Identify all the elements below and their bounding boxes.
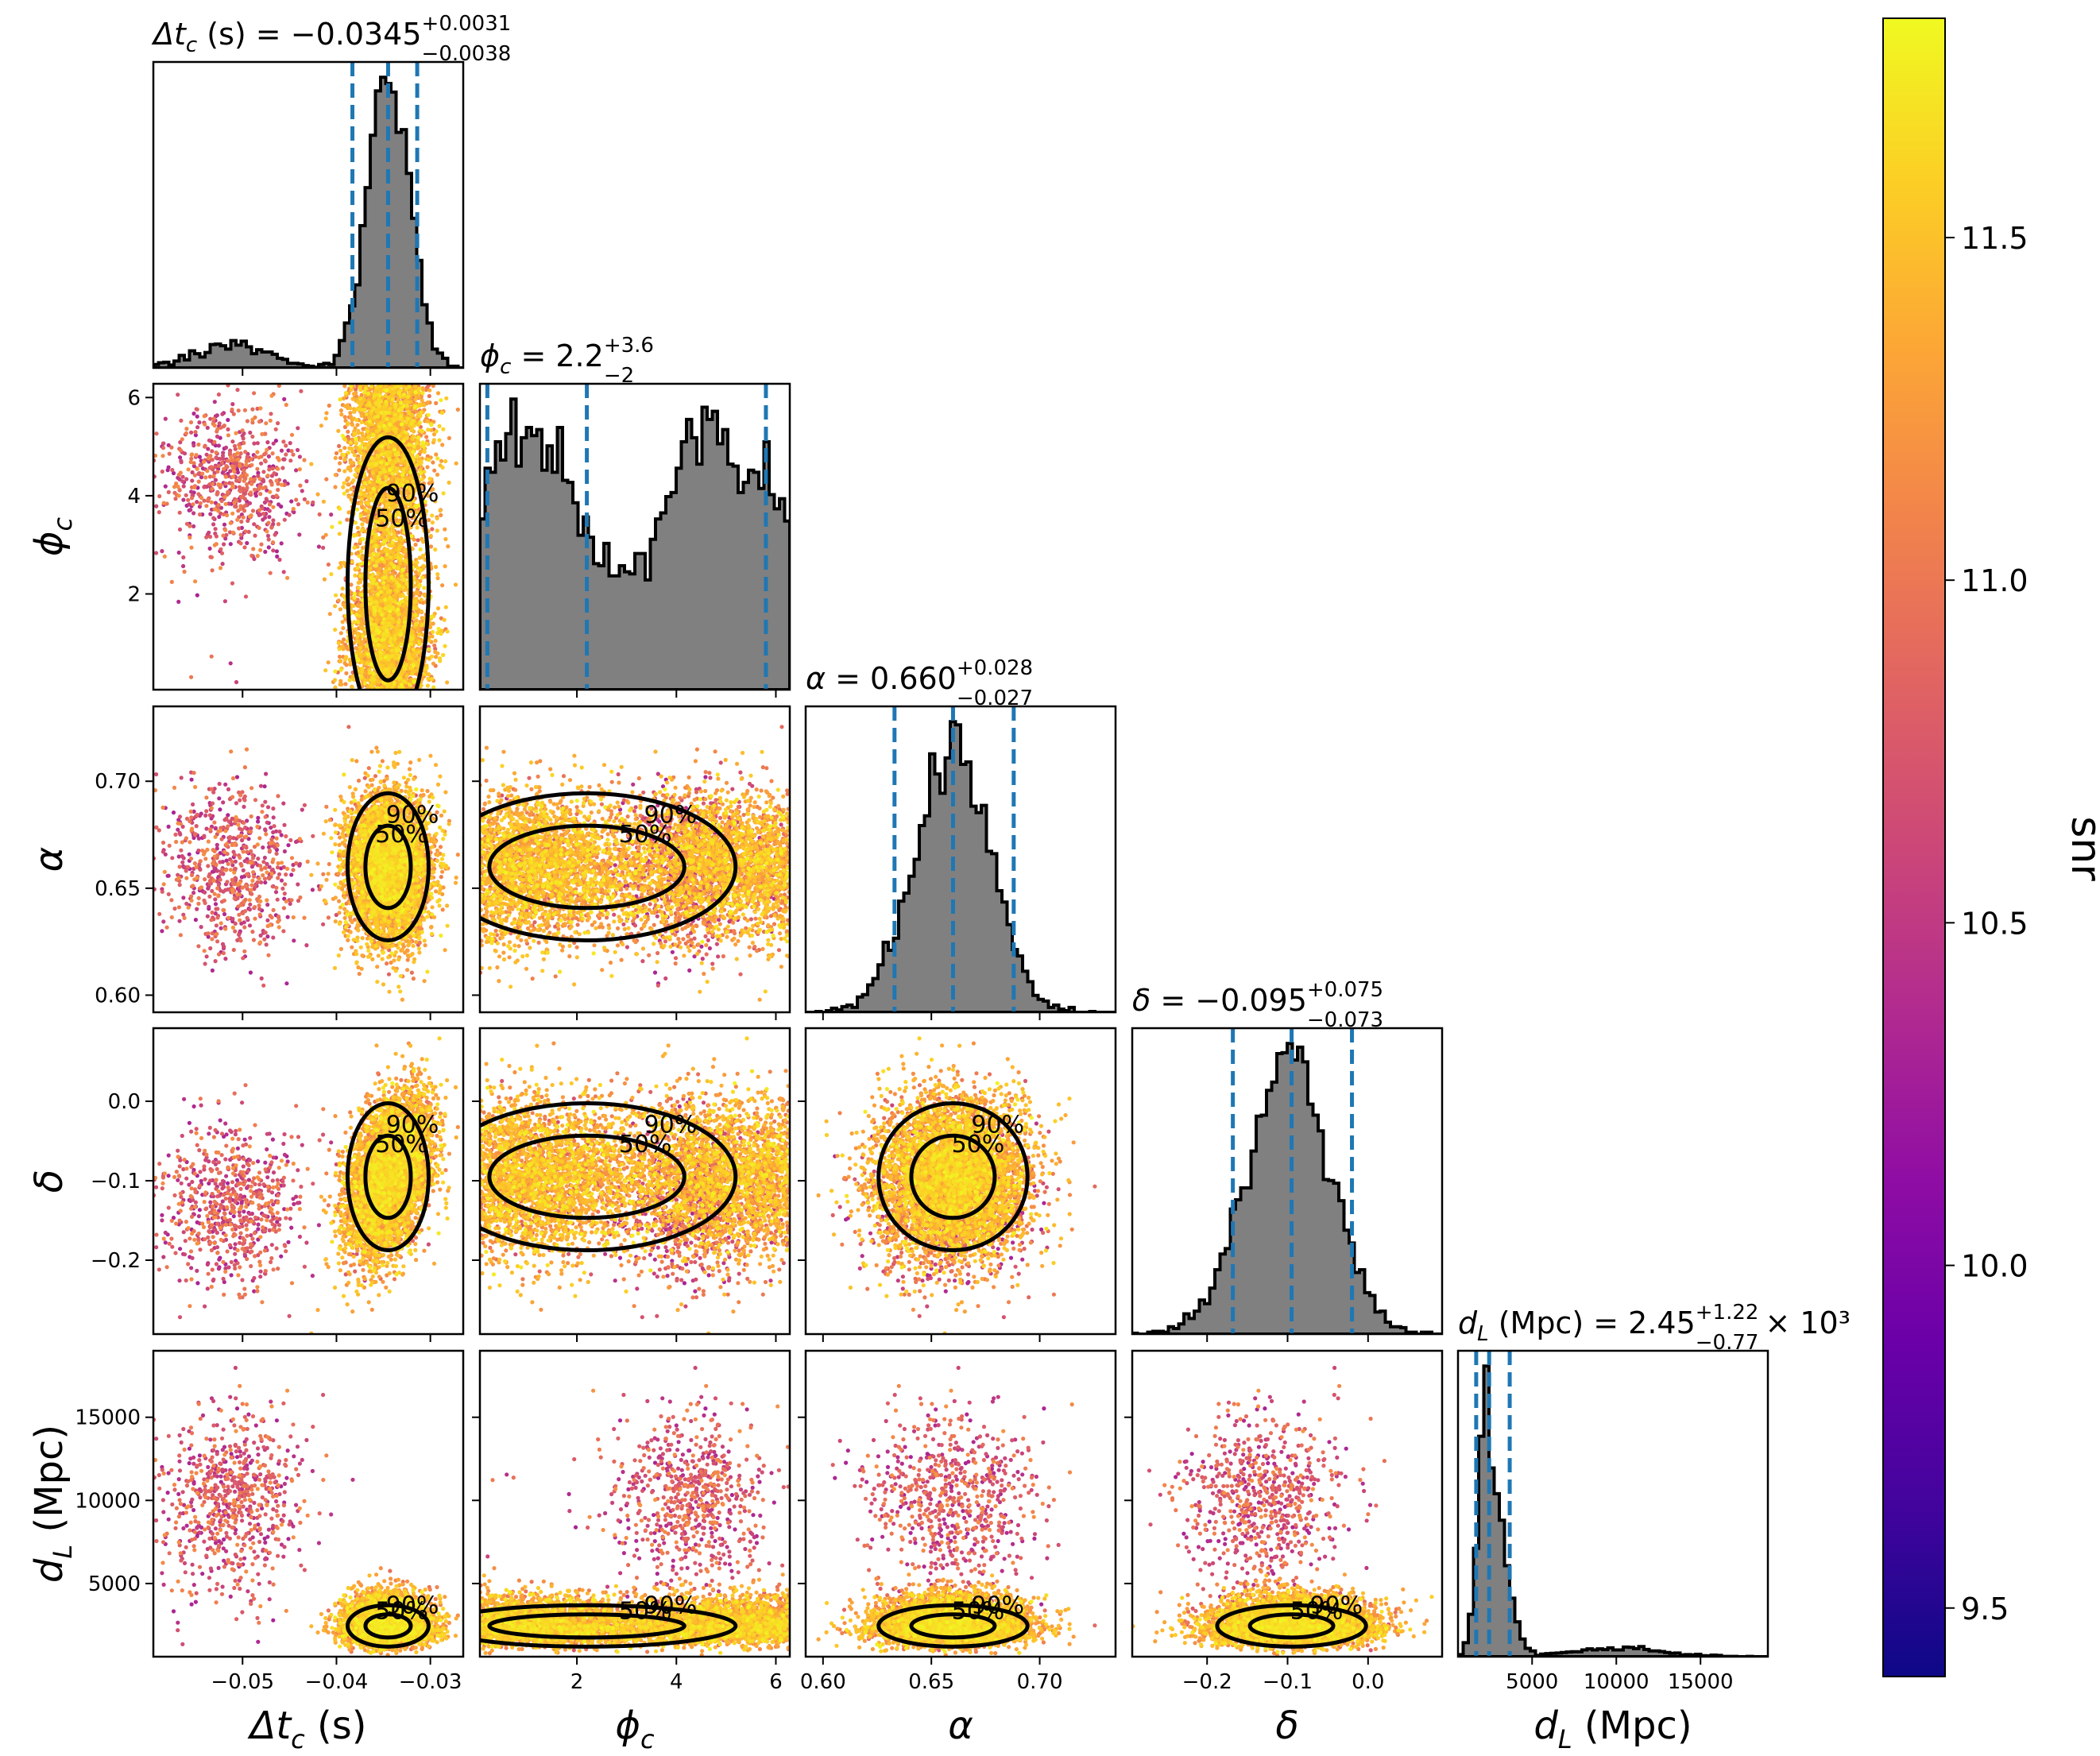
contour-label: 90% xyxy=(644,1112,698,1139)
colorbar-tick-label: 10.5 xyxy=(1961,906,2028,941)
scatter-phi-delta: 50%90% xyxy=(438,1028,791,1342)
x-axis-label-phi: ϕc xyxy=(615,1704,655,1754)
histogram-alpha: α = 0.660+0.028−0.027 xyxy=(806,656,1116,1020)
x-tick-label: 2 xyxy=(570,1670,584,1694)
scatter-alpha-dL: 50%90%0.60 0.65 0.70 xyxy=(798,1347,1116,1694)
y-axis-label-alpha: α xyxy=(27,847,72,872)
colorbar-label: snr xyxy=(2062,816,2100,881)
scatter-phi-alpha: 50%90% xyxy=(438,706,791,1020)
contour-label: 90% xyxy=(386,801,439,829)
x-axis-label-delta: δ xyxy=(1275,1704,1298,1748)
y-tick-label: 2 xyxy=(127,582,141,606)
colorbar-gradient xyxy=(1883,18,1945,1677)
colorbar: 9.5 10.0 10.5 11.0 11.5 snr xyxy=(1883,18,2100,1677)
histogram-bars xyxy=(1132,1043,1442,1334)
colorbar-tick-label: 10.0 xyxy=(1961,1249,2028,1284)
histogram-title-suffix: × 10³ xyxy=(1765,1305,1851,1340)
x-tick-label: −0.04 xyxy=(305,1670,369,1694)
histogram-dt: Δtc (s) = −0.0345+0.0031−0.0038 xyxy=(151,12,511,376)
contour-label: 90% xyxy=(386,1592,439,1620)
x-tick-label: 4 xyxy=(670,1670,683,1694)
y-tick-label: 4 xyxy=(127,485,141,509)
histogram-phi: ϕc = 2.2+3.6−2 xyxy=(480,334,790,698)
y-tick-label: 0.70 xyxy=(95,770,141,794)
x-tick-label: −0.05 xyxy=(211,1670,274,1694)
y-tick-label: 0.0 xyxy=(108,1090,141,1114)
x-tick-label: 15000 xyxy=(1668,1670,1734,1694)
histogram-bars xyxy=(480,399,790,690)
x-axis-label-dt: Δtc (s) xyxy=(247,1704,367,1754)
colorbar-tick-label: 9.5 xyxy=(1961,1592,2009,1626)
scatter-dt-alpha: 50%90%0.600.650.70 xyxy=(95,706,467,1020)
x-tick-label: 0.70 xyxy=(1017,1670,1063,1694)
contour-label: 90% xyxy=(1309,1592,1363,1620)
x-tick-label: 6 xyxy=(769,1670,783,1694)
contour-label: 90% xyxy=(644,1592,698,1620)
x-tick-label: −0.03 xyxy=(399,1670,462,1694)
y-tick-label: 6 xyxy=(127,386,141,410)
y-tick-label: 0.60 xyxy=(95,984,141,1008)
colorbar-tick-label: 11.0 xyxy=(1961,563,2028,598)
contour-label: 90% xyxy=(644,801,698,829)
x-tick-label: 5000 xyxy=(1506,1670,1558,1694)
y-axis-label-phi: ϕc xyxy=(27,516,78,556)
y-axis-label-dL: dL (Mpc) xyxy=(27,1425,78,1583)
y-axis-label-delta: δ xyxy=(27,1170,72,1193)
contour-label: 90% xyxy=(971,1112,1024,1139)
scatter-alpha-delta: 50%90% xyxy=(798,1028,1116,1342)
histogram-bars xyxy=(1458,1366,1768,1657)
scatter-dt-delta: 50%90%−0.2−0.10.0 xyxy=(91,1028,467,1342)
contour-label: 90% xyxy=(971,1592,1024,1620)
x-axis-label-dL: dL (Mpc) xyxy=(1533,1704,1692,1754)
y-tick-label: 15000 xyxy=(75,1406,141,1430)
y-tick-label: −0.1 xyxy=(91,1170,141,1193)
colorbar-tick-label: 11.5 xyxy=(1961,221,2028,256)
x-tick-label: −0.2 xyxy=(1182,1670,1232,1694)
x-tick-label: 0.0 xyxy=(1352,1670,1384,1694)
x-tick-label: 0.60 xyxy=(800,1670,846,1694)
y-tick-label: 5000 xyxy=(88,1572,141,1596)
histogram-bars xyxy=(806,721,1116,1012)
contour-label: 90% xyxy=(386,480,439,508)
y-tick-label: 10000 xyxy=(75,1489,141,1513)
contour-label: 90% xyxy=(386,1112,439,1139)
contour-label: 50% xyxy=(375,505,428,532)
y-tick-label: −0.2 xyxy=(91,1249,141,1273)
x-tick-label: 10000 xyxy=(1584,1670,1649,1694)
x-tick-label: 0.65 xyxy=(908,1670,954,1694)
histogram-delta: δ = −0.095+0.075−0.073 xyxy=(1132,978,1442,1342)
scatter-phi-dL: 50%90%2 4 6 xyxy=(438,1347,791,1694)
y-tick-label: 0.65 xyxy=(95,877,141,901)
x-axis-label-alpha: α xyxy=(948,1704,973,1748)
scatter-delta-dL: 50%90%−0.2 −0.1 0.0 xyxy=(1124,1347,1442,1694)
x-tick-label: −0.1 xyxy=(1263,1670,1313,1694)
scatter-dt-phi: 50%90% 2 4 6 xyxy=(127,382,467,731)
